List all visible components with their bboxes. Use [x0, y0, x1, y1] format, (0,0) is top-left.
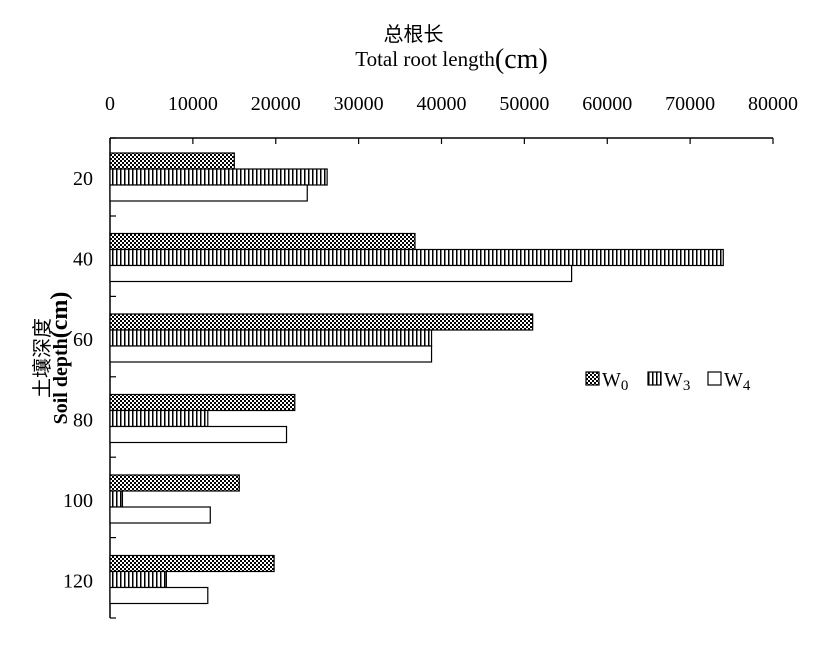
y-tick-label: 100: [63, 490, 93, 512]
y-tick-label: 60: [73, 329, 93, 351]
legend-swatch-w4: [707, 371, 722, 386]
bar-w3-40: [109, 248, 724, 267]
bar-w4-20: [109, 184, 308, 202]
y-tick-label: 20: [73, 168, 93, 190]
bar-w4-80: [109, 425, 288, 444]
bar-w0-60: [109, 313, 534, 331]
bar-w0-40: [109, 232, 416, 251]
legend-label-w0: W0: [602, 369, 628, 394]
x-axis-unit: (cm): [494, 44, 548, 75]
legend-label-w4: W4: [724, 369, 751, 394]
bar-w3-20: [109, 168, 328, 186]
bar-w4-40: [109, 264, 573, 283]
x-tick-label: 10000: [168, 93, 218, 115]
bar-w0-20: [109, 152, 235, 170]
chart-title-cn: 总根长: [383, 24, 444, 46]
bar-w4-100: [109, 506, 211, 524]
x-tick-label: 50000: [499, 93, 549, 115]
bar-w3-100: [109, 490, 124, 508]
x-tick-label: 30000: [334, 93, 384, 115]
bar-w0-100: [109, 474, 240, 492]
x-tick-label: 20000: [251, 93, 301, 115]
bars: [109, 152, 724, 605]
legend: W0 W3 W4: [585, 369, 751, 394]
legend-label-w3: W3: [664, 369, 690, 394]
bar-w4-60: [109, 345, 433, 363]
bar-w3-120: [109, 570, 167, 589]
x-tick-label: 70000: [665, 93, 715, 115]
y-tick-label: 120: [63, 571, 93, 593]
bar-w3-80: [109, 409, 209, 428]
y-tick-label: 80: [73, 410, 93, 432]
bar-w4-120: [109, 586, 209, 605]
axes: 0 10000 20000 30000 40000 50000 60000 70000 8000…: [63, 93, 798, 619]
x-tick-label: 40000: [417, 93, 467, 115]
x-tick-label: 60000: [582, 93, 632, 115]
y-tick-label: 40: [73, 249, 93, 271]
bar-w0-80: [109, 393, 296, 412]
legend-swatch-w0: [585, 371, 600, 386]
legend-swatch-w3: [647, 371, 662, 386]
x-tick-label: 80000: [748, 93, 798, 115]
bar-w3-60: [109, 329, 433, 347]
x-tick-label: 0: [105, 93, 115, 115]
x-axis-title: Total root length(cm): [0, 44, 827, 76]
bar-w0-120: [109, 554, 275, 573]
x-axis-label: Total root length: [355, 47, 495, 71]
